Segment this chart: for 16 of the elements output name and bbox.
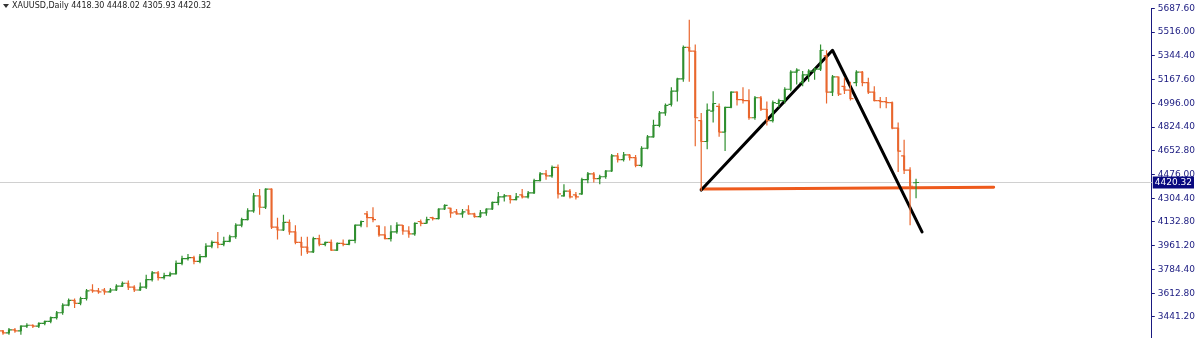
y-tick-label: 3961.20	[1157, 239, 1196, 250]
y-tick-label: 3612.80	[1157, 287, 1196, 298]
candlestick	[646, 134, 649, 150]
y-tick-label: 3441.20	[1157, 311, 1196, 322]
y-tick-label: 4132.80	[1157, 216, 1196, 227]
ref-line-label: 4420.32	[1154, 176, 1192, 187]
y-tick-label: 5687.60	[1157, 2, 1196, 13]
y-tick-label: 5516.00	[1157, 26, 1196, 37]
y-tick-label: 3784.40	[1157, 264, 1196, 275]
y-tick-label: 4824.40	[1157, 121, 1196, 132]
y-tick-label: 5344.40	[1157, 50, 1196, 61]
y-tick-label: 5167.60	[1157, 74, 1196, 85]
y-tick-label: 4652.80	[1157, 144, 1196, 155]
y-tick-label: 4996.00	[1157, 97, 1196, 108]
chart-title: XAUUSD,Daily 4418.30 4448.02 4305.93 4420.32	[12, 1, 212, 10]
y-tick-label: 4304.40	[1157, 192, 1196, 203]
